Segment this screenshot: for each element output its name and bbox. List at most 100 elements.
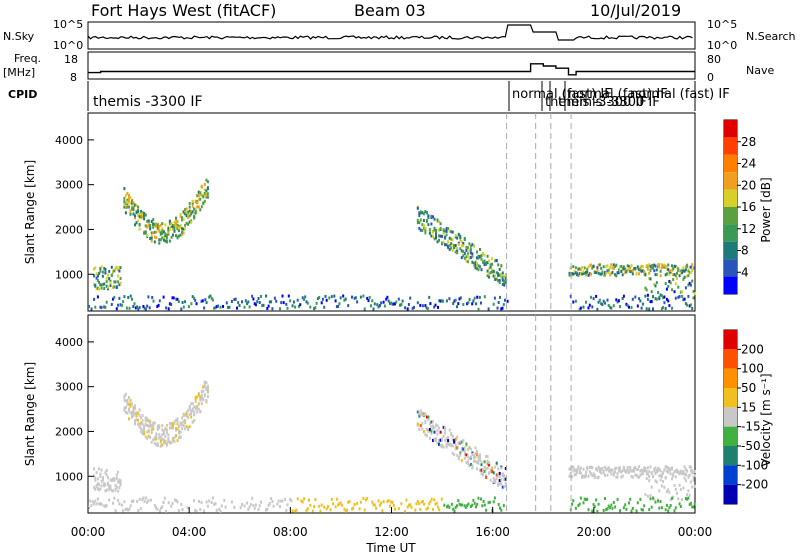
power-cell xyxy=(572,272,575,276)
power-cell xyxy=(418,221,421,225)
power-cell xyxy=(657,264,660,268)
power-cell xyxy=(460,249,463,253)
power-cell xyxy=(427,214,430,218)
velocity-cell xyxy=(488,471,491,475)
velocity-cell xyxy=(319,509,322,513)
velocity-cell xyxy=(147,430,150,434)
velocity-cell xyxy=(196,410,199,414)
velocity-cell xyxy=(158,436,161,440)
velocity-cell xyxy=(691,505,694,509)
velocity-cell xyxy=(678,502,681,506)
velocity-cell xyxy=(658,489,661,493)
velocity-cell xyxy=(469,455,472,459)
velocity-cell xyxy=(366,496,369,500)
velocity-cell xyxy=(178,425,180,429)
power-cell xyxy=(472,262,475,265)
power-cell xyxy=(149,227,152,231)
power-cell xyxy=(155,224,158,228)
power-cell xyxy=(648,263,651,267)
power-cell xyxy=(497,274,500,277)
power-cell xyxy=(456,246,459,250)
velocity-cell xyxy=(454,445,457,449)
power-cell xyxy=(200,193,203,197)
velocity-cell xyxy=(175,427,177,430)
power-cell xyxy=(153,235,156,239)
power-cell xyxy=(445,233,448,237)
velocity-cell xyxy=(452,507,455,511)
power-cell xyxy=(200,205,203,209)
power-cell xyxy=(657,291,660,294)
velocity-cell xyxy=(593,476,596,480)
velocity-cell xyxy=(486,466,489,470)
freq-line xyxy=(88,63,695,76)
velocity-cell xyxy=(117,480,120,484)
velocity-bar-tick-label-5: -50 xyxy=(741,439,761,453)
power-cell xyxy=(101,270,104,274)
velocity-cell xyxy=(181,508,184,512)
velocity-cell xyxy=(686,469,689,473)
velocity-cell xyxy=(179,430,182,434)
power-cell xyxy=(471,254,474,258)
power-cell xyxy=(123,205,126,209)
power-cell xyxy=(137,219,140,223)
velocity-cell xyxy=(281,499,284,503)
power-cell xyxy=(131,205,133,209)
velocity-cell xyxy=(156,442,159,446)
power-cell xyxy=(683,297,686,301)
power-cell xyxy=(479,265,481,269)
cpid-text-1: themis -3300 IF xyxy=(93,94,203,110)
velocity-cell xyxy=(176,427,179,431)
power-cell xyxy=(615,263,618,267)
power-cell xyxy=(324,294,327,298)
velocity-cell xyxy=(673,484,676,487)
velocity-cell xyxy=(190,409,193,413)
x-axis-label: Time UT xyxy=(365,541,416,554)
velocity-cell xyxy=(425,427,428,431)
power-cell xyxy=(211,298,214,302)
power-cell xyxy=(606,298,609,302)
power-cell xyxy=(645,307,648,311)
velocity-cell xyxy=(140,421,143,425)
velocity-cell xyxy=(476,449,478,453)
power-cell xyxy=(501,271,504,275)
power-cell xyxy=(294,305,297,309)
velocity-cell xyxy=(485,508,488,512)
power-cell xyxy=(659,293,662,297)
velocity-cell xyxy=(206,504,209,508)
power-cell xyxy=(579,268,582,272)
velocity-cell xyxy=(445,442,448,446)
power-cell xyxy=(203,199,206,203)
power-cell xyxy=(262,303,265,307)
velocity-cell xyxy=(118,480,121,484)
velocity-cell xyxy=(457,499,460,503)
power-cell xyxy=(482,251,484,255)
velocity-cell xyxy=(114,509,117,513)
nave-label: Nave xyxy=(746,64,775,77)
power-cell xyxy=(485,261,488,265)
power-cell xyxy=(667,268,670,272)
velocity-cell xyxy=(433,437,436,441)
power-cell xyxy=(119,266,122,270)
power-cell xyxy=(619,305,622,309)
velocity-cell xyxy=(421,427,424,431)
power-cell xyxy=(168,239,171,243)
velocity-cell xyxy=(191,402,194,406)
velocity-cell xyxy=(595,467,598,471)
power-cell xyxy=(172,296,175,300)
velocity-cell xyxy=(489,470,492,474)
velocity-cell xyxy=(654,479,657,483)
power-cell xyxy=(125,306,128,310)
power-cell xyxy=(193,296,195,300)
velocity-cell xyxy=(619,509,622,513)
velocity-cell xyxy=(191,420,194,424)
velocity-cell xyxy=(141,432,144,436)
velocity-cell xyxy=(156,507,159,511)
x-tick-label-3: 12:00 xyxy=(374,525,409,539)
power-cell xyxy=(132,208,135,212)
power-cell xyxy=(504,276,507,280)
power-cell xyxy=(370,304,372,308)
velocity-cell xyxy=(591,509,594,513)
power-cell xyxy=(654,297,657,301)
power-cell xyxy=(215,305,218,309)
velocity-cell xyxy=(136,499,139,503)
